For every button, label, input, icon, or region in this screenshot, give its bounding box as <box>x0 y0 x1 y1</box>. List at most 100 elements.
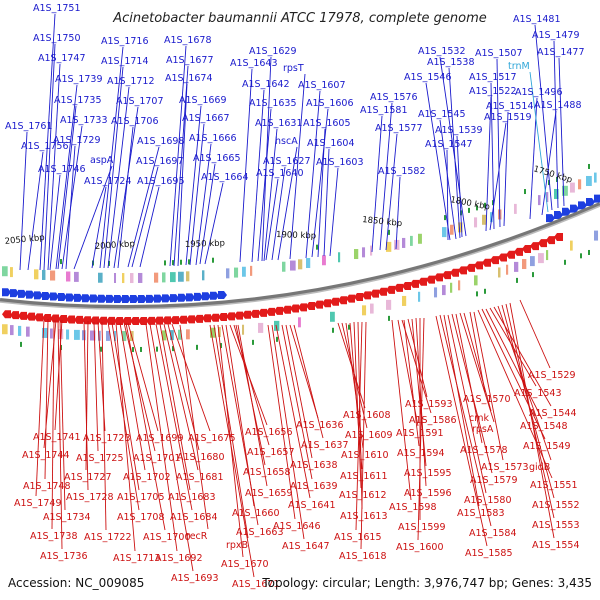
gene-label: A1S_1606 <box>306 98 354 109</box>
function-bar-outer <box>2 266 8 277</box>
label-connector <box>558 57 565 207</box>
gene-label: A1S_1671 <box>232 579 280 590</box>
function-bar-inner <box>522 259 527 270</box>
gene-label: A1S_1544 <box>529 408 577 419</box>
feature-layer <box>2 163 600 353</box>
reverse-gene-arrow <box>58 315 67 324</box>
function-bar-outer <box>418 233 422 244</box>
function-bar-outer <box>386 241 392 252</box>
gene-label: A1S_1727 <box>64 472 112 483</box>
gene-label: A1S_1729 <box>53 135 101 146</box>
gene-label: A1S_1604 <box>307 138 355 149</box>
gene-label: A1S_1733 <box>60 115 108 126</box>
rna-marker <box>484 288 486 294</box>
kbp-tick-label: 1750 kbp <box>532 164 573 185</box>
label-connector <box>107 86 130 269</box>
function-bar-outer <box>490 212 493 223</box>
gene-label: A1S_1701 <box>133 453 181 464</box>
rna-marker <box>172 346 174 352</box>
label-connector <box>111 322 140 491</box>
label-connector <box>85 320 89 471</box>
gene-label: A1S_1728 <box>66 492 114 503</box>
function-bar-outer <box>114 272 117 283</box>
gene-label: A1S_1594 <box>397 448 445 459</box>
rna-marker <box>180 259 182 265</box>
label-connector <box>119 322 146 471</box>
label-connector <box>497 305 552 461</box>
rna-marker <box>156 346 158 352</box>
gene-label: A1S_1543 <box>514 388 562 399</box>
label-connector <box>455 313 483 444</box>
label-connector <box>360 321 367 550</box>
forward-gene-arrow <box>74 293 83 302</box>
reverse-gene-arrow <box>338 296 347 305</box>
rna-marker <box>492 200 494 206</box>
gene-label: trnM <box>508 61 530 72</box>
function-bar-inner <box>442 285 446 296</box>
label-connector <box>265 178 279 261</box>
label-connector <box>289 73 306 260</box>
label-connector <box>127 322 159 432</box>
label-connector <box>425 82 451 241</box>
label-connector <box>27 151 44 271</box>
gene-label: A1S_1664 <box>201 172 249 183</box>
function-bar-inner <box>50 328 53 339</box>
label-connector <box>323 148 330 257</box>
gene-label: A1S_1681 <box>176 472 224 483</box>
label-connector <box>204 182 224 265</box>
reverse-gene-arrow <box>426 275 435 284</box>
rna-marker <box>532 272 534 278</box>
function-bar-inner <box>570 240 573 251</box>
gene-label: A1S_1675 <box>188 433 236 444</box>
reverse-gene-arrow <box>34 313 43 322</box>
reverse-gene-arrow <box>482 258 491 267</box>
forward-gene-arrow <box>18 289 27 298</box>
label-connector <box>417 317 425 541</box>
rna-marker <box>316 244 318 250</box>
function-bar-inner <box>538 253 544 264</box>
gene-label: A1S_1635 <box>249 98 297 109</box>
function-bar-inner <box>530 256 535 267</box>
forward-gene-arrow <box>186 293 195 302</box>
label-connector <box>51 319 55 530</box>
function-bar-inner <box>330 311 335 322</box>
gene-label: A1S_1496 <box>515 87 563 98</box>
gene-label: A1S_1554 <box>532 540 580 551</box>
label-connector <box>493 306 552 407</box>
label-connector <box>275 324 311 499</box>
forward-gene-arrow <box>170 294 179 303</box>
function-bar-outer <box>34 269 39 280</box>
rna-marker <box>132 347 134 353</box>
label-connector <box>446 149 449 241</box>
function-bar-outer <box>354 249 359 260</box>
rna-marker <box>108 260 110 266</box>
rna-marker <box>172 260 174 266</box>
function-bar-inner <box>74 329 80 340</box>
function-bar-inner <box>218 327 221 338</box>
gene-label: A1S_1553 <box>532 520 580 531</box>
gene-label: A1S_1579 <box>470 475 518 486</box>
forward-gene-arrow <box>546 214 555 223</box>
reverse-gene-arrow <box>218 313 227 322</box>
label-connector <box>173 65 189 267</box>
label-connector <box>57 319 63 550</box>
function-bar-outer <box>98 272 103 283</box>
label-connector <box>541 110 557 216</box>
label-connector <box>293 324 324 439</box>
gene-label: A1S_1600 <box>396 542 444 553</box>
label-connector <box>317 128 326 258</box>
label-connector <box>44 318 49 480</box>
reverse-gene-arrow <box>114 316 123 325</box>
reverse-gene-arrow <box>354 293 363 302</box>
label-connector <box>127 146 160 268</box>
function-bar-inner <box>26 326 30 337</box>
label-connector <box>57 105 77 270</box>
label-connector <box>19 131 28 271</box>
reverse-gene-arrow <box>362 291 371 300</box>
gene-label: A1S_1573 <box>481 462 529 473</box>
gene-label: A1S_1674 <box>165 73 213 84</box>
gene-label: A1S_1580 <box>464 495 512 506</box>
function-bar-inner <box>458 280 461 291</box>
label-connector <box>277 146 298 261</box>
gene-label: A1S_1692 <box>155 553 203 564</box>
